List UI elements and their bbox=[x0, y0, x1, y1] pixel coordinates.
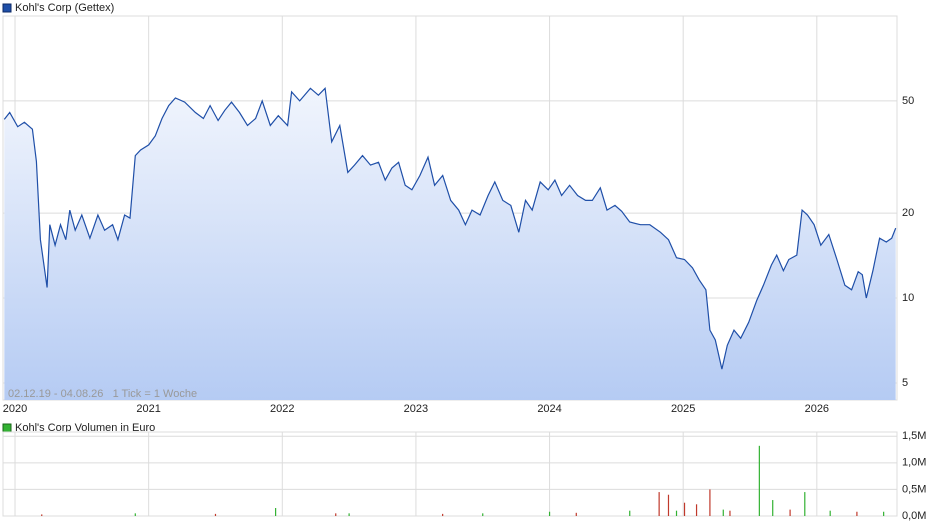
y-tick-label: 0,5M bbox=[902, 483, 926, 495]
volume-bar bbox=[758, 445, 760, 516]
legend-swatch bbox=[2, 3, 12, 13]
volume-bar bbox=[789, 509, 791, 516]
x-tick-label: 2023 bbox=[404, 403, 428, 415]
volume-bar bbox=[695, 504, 698, 516]
volume-bar bbox=[804, 492, 806, 516]
volume-bar bbox=[575, 512, 577, 516]
volume-bar bbox=[214, 513, 217, 516]
volume-bar bbox=[829, 510, 831, 516]
x-tick-label: 2020 bbox=[3, 403, 27, 415]
volume-bar bbox=[442, 513, 444, 516]
volume-bar bbox=[883, 511, 885, 516]
x-tick-label: 2026 bbox=[805, 403, 829, 415]
y-tick-label: 1,5M bbox=[902, 430, 926, 442]
y-tick-label: 5 bbox=[902, 377, 908, 389]
legend-swatch bbox=[2, 423, 12, 433]
price-line bbox=[3, 86, 897, 370]
volume-bar bbox=[683, 502, 686, 516]
plot-area bbox=[2, 431, 898, 517]
volume-bar bbox=[629, 510, 631, 516]
volume-bar bbox=[41, 514, 43, 516]
legend-label: Kohl's Corp Volumen in Euro bbox=[15, 422, 155, 434]
y-tick-label: 20 bbox=[902, 207, 914, 219]
volume-bar bbox=[658, 492, 660, 516]
x-tick-label: 2022 bbox=[270, 403, 294, 415]
y-tick-label: 10 bbox=[902, 292, 914, 304]
x-tick-label: 2025 bbox=[671, 403, 695, 415]
volume-bar bbox=[134, 513, 136, 516]
legend-label: Kohl's Corp (Gettex) bbox=[15, 2, 114, 14]
volume-bar bbox=[667, 494, 670, 516]
volume-bar bbox=[548, 511, 551, 516]
x-tick-label: 2024 bbox=[537, 403, 561, 415]
volume-bar bbox=[482, 513, 484, 516]
volume-bar bbox=[729, 510, 731, 516]
volume-bar bbox=[335, 513, 337, 516]
volume-bar bbox=[348, 513, 350, 516]
x-tick-label: 2021 bbox=[136, 403, 160, 415]
volume-bar bbox=[722, 509, 724, 516]
volume-bar bbox=[275, 508, 277, 516]
annotation: 02.12.19 - 04.08.26 1 Tick = 1 Woche bbox=[8, 388, 197, 400]
y-tick-label: 50 bbox=[902, 95, 914, 107]
y-tick-label: 1,0M bbox=[902, 457, 926, 469]
y-tick-label: 0,0M bbox=[902, 510, 926, 522]
volume-bar bbox=[675, 510, 678, 516]
volume-bar bbox=[856, 511, 858, 516]
price-area bbox=[4, 88, 896, 401]
volume-bar bbox=[709, 489, 711, 516]
volume-bar bbox=[772, 500, 774, 516]
